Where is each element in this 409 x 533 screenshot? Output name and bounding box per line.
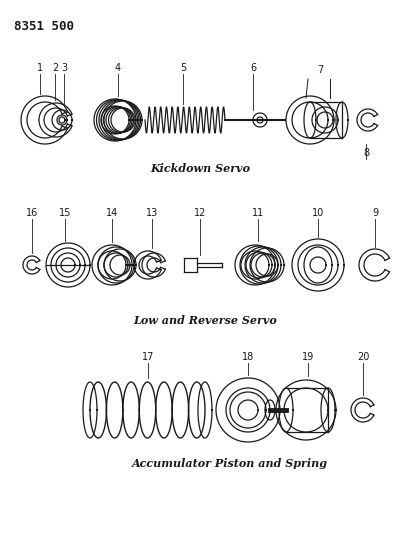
Text: Accumulator Piston and Spring: Accumulator Piston and Spring xyxy=(132,458,327,469)
Text: 4: 4 xyxy=(115,63,121,73)
Text: 9: 9 xyxy=(371,208,377,218)
Text: 7: 7 xyxy=(316,65,322,75)
Text: 1: 1 xyxy=(37,63,43,73)
Text: 3: 3 xyxy=(61,63,67,73)
Text: 16: 16 xyxy=(26,208,38,218)
Text: 8: 8 xyxy=(362,148,368,158)
Text: Kickdown Servo: Kickdown Servo xyxy=(150,163,249,174)
Text: 8351 500: 8351 500 xyxy=(14,20,74,33)
Text: 20: 20 xyxy=(356,352,368,362)
Text: Low and Reverse Servo: Low and Reverse Servo xyxy=(133,315,276,326)
Text: 6: 6 xyxy=(249,63,256,73)
Text: 10: 10 xyxy=(311,208,324,218)
Text: 2: 2 xyxy=(52,63,58,73)
Text: 14: 14 xyxy=(106,208,118,218)
Text: 5: 5 xyxy=(180,63,186,73)
Text: 12: 12 xyxy=(193,208,206,218)
Text: 13: 13 xyxy=(146,208,158,218)
Text: 18: 18 xyxy=(241,352,254,362)
Text: 15: 15 xyxy=(58,208,71,218)
Text: 17: 17 xyxy=(142,352,154,362)
Text: 19: 19 xyxy=(301,352,313,362)
Text: 11: 11 xyxy=(251,208,263,218)
